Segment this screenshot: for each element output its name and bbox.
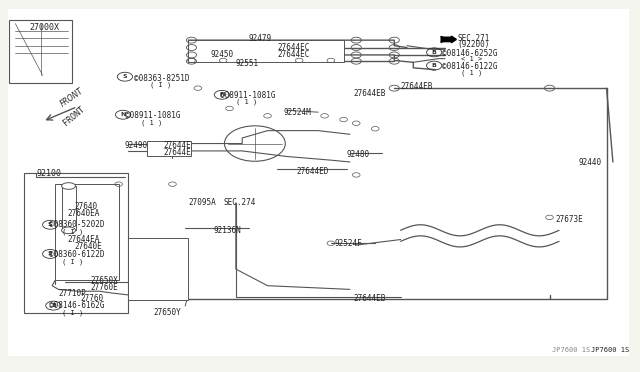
- Text: 92479: 92479: [248, 34, 271, 43]
- Bar: [24, 173, 128, 313]
- Bar: [188, 40, 344, 62]
- Text: 27640E: 27640E: [74, 243, 102, 251]
- Text: S: S: [123, 74, 127, 79]
- Text: FRONT: FRONT: [58, 86, 85, 109]
- Text: 27644EB: 27644EB: [353, 89, 385, 98]
- Text: JP7600 1S: JP7600 1S: [591, 347, 629, 353]
- Text: 27644EB: 27644EB: [401, 82, 433, 91]
- Text: 92551: 92551: [236, 58, 259, 68]
- Text: ( I ): ( I ): [61, 229, 83, 235]
- Bar: [128, 238, 188, 301]
- Text: B: B: [432, 50, 436, 55]
- Text: B: B: [432, 63, 436, 68]
- Text: ©08911-1081G: ©08911-1081G: [125, 111, 180, 121]
- Ellipse shape: [61, 183, 76, 189]
- Text: 27644ED: 27644ED: [296, 167, 328, 176]
- Text: 27644E: 27644E: [163, 141, 191, 150]
- Bar: [147, 141, 191, 157]
- Text: B: B: [51, 303, 56, 308]
- Text: 92490: 92490: [125, 141, 148, 150]
- Ellipse shape: [61, 227, 76, 234]
- Text: ©08146-6252G: ©08146-6252G: [442, 49, 497, 58]
- Text: 92440: 92440: [578, 157, 601, 167]
- Text: 92524M: 92524M: [284, 108, 311, 117]
- Text: N: N: [220, 92, 225, 97]
- Bar: [55, 184, 118, 280]
- Text: ©08360-5202D: ©08360-5202D: [49, 220, 104, 229]
- Text: 27710P: 27710P: [58, 289, 86, 298]
- FancyArrow shape: [441, 36, 456, 43]
- Text: 92100: 92100: [36, 169, 61, 177]
- Text: 92524F: 92524F: [334, 239, 362, 248]
- Text: ( I ): ( I ): [150, 82, 172, 89]
- Text: S: S: [48, 222, 52, 227]
- Text: 27640: 27640: [74, 202, 97, 211]
- Text: 27650Y: 27650Y: [154, 308, 181, 317]
- Text: ©08146-6162G: ©08146-6162G: [49, 301, 104, 311]
- Text: ©08360-6122D: ©08360-6122D: [49, 250, 104, 259]
- Text: ( I ): ( I ): [61, 309, 83, 315]
- Text: 92480: 92480: [347, 150, 370, 159]
- Text: 27644EC: 27644EC: [277, 43, 309, 52]
- Text: 27644E: 27644E: [163, 148, 191, 157]
- Text: N: N: [120, 112, 125, 117]
- Text: ©08911-1081G: ©08911-1081G: [220, 91, 275, 100]
- Bar: [9, 20, 72, 83]
- Text: 92136N: 92136N: [214, 226, 241, 235]
- Text: 27650X: 27650X: [90, 276, 118, 285]
- Text: 27760E: 27760E: [90, 283, 118, 292]
- Text: ( 1 ): ( 1 ): [141, 119, 162, 126]
- Text: < 1 >: < 1 >: [461, 56, 482, 62]
- Text: ( 1 ): ( 1 ): [236, 99, 257, 105]
- Text: ( I ): ( I ): [61, 259, 83, 265]
- Text: 27673E: 27673E: [556, 215, 584, 224]
- Text: 27644EB: 27644EB: [353, 294, 385, 303]
- Text: JP7600 1S: JP7600 1S: [552, 347, 591, 353]
- Text: ( 1 ): ( 1 ): [461, 69, 482, 76]
- Text: (92200): (92200): [458, 41, 490, 49]
- Text: 27000X: 27000X: [30, 23, 60, 32]
- Text: ©08363-8251D: ©08363-8251D: [134, 74, 190, 83]
- Text: 27760: 27760: [81, 294, 104, 303]
- Text: SEC.274: SEC.274: [223, 198, 255, 207]
- Text: 27640EA: 27640EA: [68, 209, 100, 218]
- Text: 27095A: 27095A: [188, 198, 216, 207]
- Bar: [61, 186, 76, 230]
- Text: S: S: [48, 251, 52, 256]
- Text: 92450: 92450: [211, 51, 234, 60]
- Text: FRONT: FRONT: [61, 105, 86, 127]
- Text: 27644EC: 27644EC: [277, 51, 309, 60]
- Text: ©08146-6122G: ©08146-6122G: [442, 61, 497, 71]
- Text: SEC.271: SEC.271: [458, 34, 490, 43]
- Text: 27644EA: 27644EA: [68, 235, 100, 244]
